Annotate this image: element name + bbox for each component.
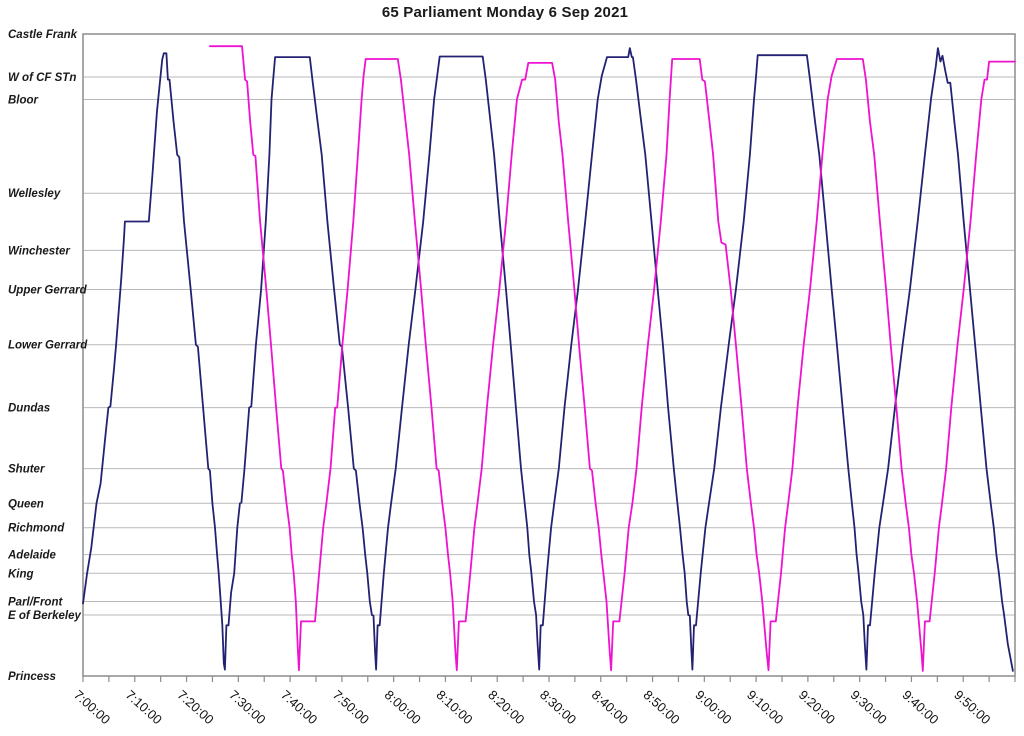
- station-label: Winchester: [8, 245, 70, 257]
- plot-border: [82, 33, 1016, 677]
- series-line-navy: [82, 47, 1014, 672]
- station-label: Castle Frank: [8, 29, 78, 41]
- x-axis-tick-label: 7:40:00: [278, 687, 320, 727]
- x-axis-tick-label: 9:30:00: [848, 687, 890, 727]
- x-axis-tick-label: 7:10:00: [123, 687, 165, 727]
- station-label: Dundas: [8, 403, 50, 415]
- x-axis-tick-label: 8:30:00: [537, 687, 579, 727]
- x-axis-tick-label: 9:10:00: [744, 687, 786, 727]
- station-label: Bloor: [8, 94, 39, 106]
- x-axis-tick-label: 7:20:00: [175, 687, 217, 727]
- station-label: Shuter: [8, 464, 45, 476]
- station-label: Lower Gerrard: [8, 340, 88, 352]
- station-label: Parl/Front: [8, 597, 63, 609]
- station-label: W of CF STn: [8, 72, 76, 84]
- x-axis-tick-label: 8:10:00: [433, 687, 475, 727]
- x-axis-tick-label: 7:50:00: [330, 687, 372, 727]
- x-axis-tick-label: 9:00:00: [692, 687, 734, 727]
- x-axis-tick-label: 7:30:00: [226, 687, 268, 727]
- station-label: Princess: [8, 671, 56, 683]
- x-axis-tick-label: 9:40:00: [899, 687, 941, 727]
- series-line-magenta: [208, 45, 1016, 672]
- x-axis-tick-label: 8:40:00: [589, 687, 631, 727]
- x-axis-tick-label: 8:20:00: [485, 687, 527, 727]
- x-axis-tick-label: 7:00:00: [71, 687, 113, 727]
- station-label: Queen: [8, 498, 44, 510]
- station-label: E of Berkeley: [8, 610, 81, 622]
- station-label: Adelaide: [7, 550, 57, 562]
- x-axis-tick-label: 9:50:00: [951, 687, 993, 727]
- station-label: Wellesley: [8, 188, 61, 200]
- x-axis-tick-label: 8:00:00: [382, 687, 424, 727]
- station-label: Richmond: [8, 523, 65, 535]
- station-label: King: [8, 568, 34, 580]
- station-label: Upper Gerrard: [8, 285, 88, 297]
- x-axis-tick-label: 8:50:00: [641, 687, 683, 727]
- x-axis-tick-label: 9:20:00: [796, 687, 838, 727]
- chart-title: 65 Parliament Monday 6 Sep 2021: [381, 4, 629, 21]
